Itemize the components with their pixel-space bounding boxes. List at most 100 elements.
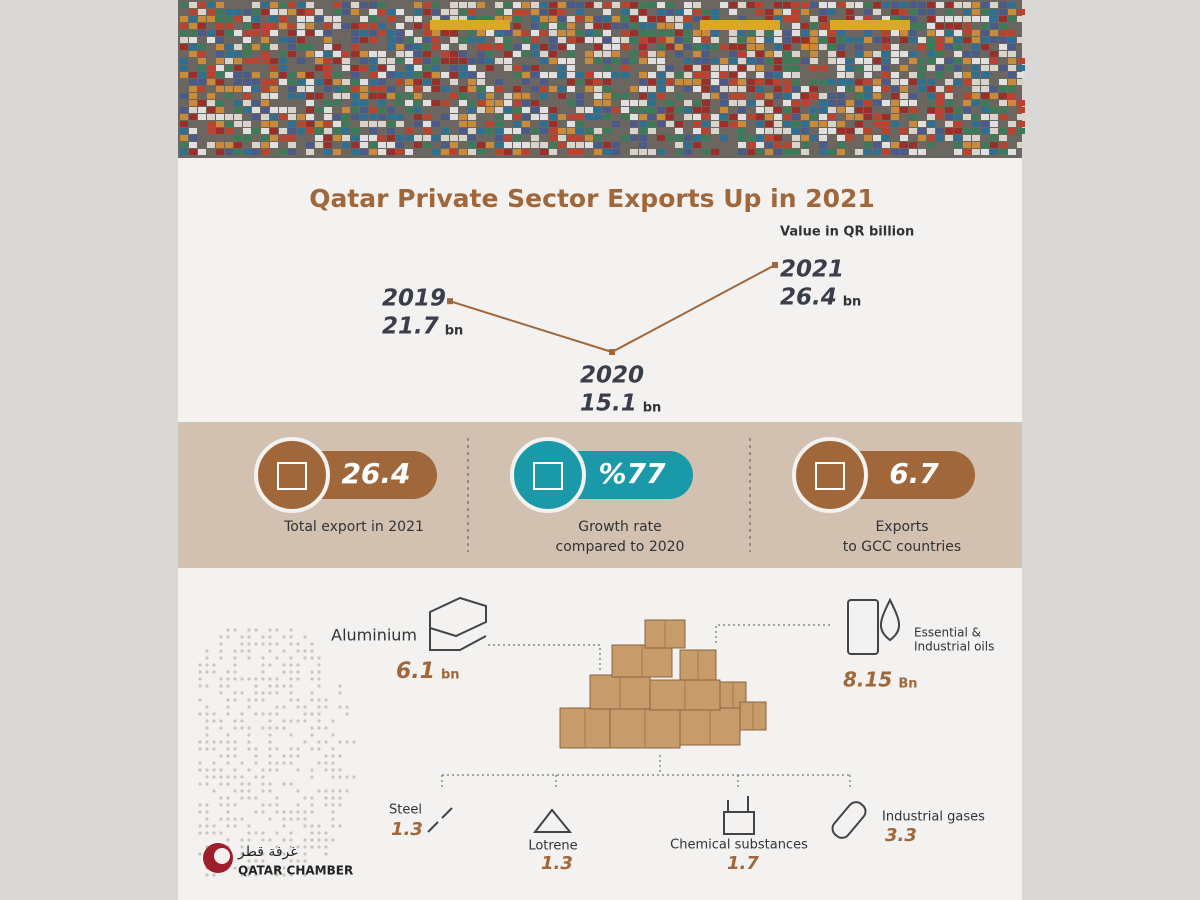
container xyxy=(288,86,296,92)
container xyxy=(351,44,359,50)
container xyxy=(963,37,971,43)
container xyxy=(342,107,350,113)
container xyxy=(837,128,845,134)
container xyxy=(180,72,188,78)
container xyxy=(504,100,512,106)
container xyxy=(189,142,197,148)
container xyxy=(432,149,440,155)
container xyxy=(666,2,674,8)
container xyxy=(198,30,206,36)
container xyxy=(801,135,809,141)
container xyxy=(720,2,728,8)
container xyxy=(612,72,620,78)
stat-value: 6.7 xyxy=(889,457,939,490)
map-dot xyxy=(268,838,272,842)
map-dot xyxy=(233,747,237,751)
container xyxy=(684,114,692,120)
connectors xyxy=(441,624,851,790)
map-dot xyxy=(317,677,321,681)
container xyxy=(792,16,800,22)
container xyxy=(225,93,233,99)
map-dot xyxy=(275,726,279,730)
container xyxy=(693,114,701,120)
container xyxy=(189,30,197,36)
container xyxy=(630,135,638,141)
map-dot xyxy=(296,859,300,863)
container xyxy=(954,58,962,64)
container xyxy=(261,142,269,148)
container xyxy=(630,114,638,120)
map-dot xyxy=(345,705,349,709)
container xyxy=(864,135,872,141)
container xyxy=(891,149,899,155)
map-dot xyxy=(198,670,202,674)
container xyxy=(270,121,278,127)
container xyxy=(738,100,746,106)
container xyxy=(837,65,845,71)
map-dot xyxy=(219,726,223,730)
container xyxy=(828,107,836,113)
container xyxy=(378,121,386,127)
map-dot xyxy=(240,838,244,842)
container xyxy=(576,37,584,43)
container xyxy=(828,51,836,57)
container xyxy=(225,142,233,148)
map-dot xyxy=(205,663,209,667)
container xyxy=(342,65,350,71)
container xyxy=(630,16,638,22)
container xyxy=(360,79,368,85)
map-dot xyxy=(268,803,272,807)
container xyxy=(207,9,215,15)
container xyxy=(567,128,575,134)
container xyxy=(486,121,494,127)
map-dot xyxy=(317,761,321,765)
container xyxy=(765,93,773,99)
map-dot xyxy=(198,831,202,835)
container xyxy=(765,135,773,141)
container xyxy=(369,135,377,141)
container xyxy=(900,107,908,113)
container xyxy=(738,128,746,134)
container xyxy=(936,23,944,29)
container xyxy=(387,121,395,127)
container xyxy=(981,93,989,99)
container xyxy=(207,107,215,113)
container xyxy=(837,149,845,155)
container xyxy=(486,93,494,99)
container xyxy=(675,149,683,155)
container xyxy=(306,114,314,120)
container xyxy=(279,135,287,141)
container xyxy=(909,30,917,36)
map-dot xyxy=(233,817,237,821)
container xyxy=(999,107,1007,113)
container xyxy=(513,114,521,120)
container xyxy=(909,114,917,120)
map-dot xyxy=(247,873,251,877)
container xyxy=(873,9,881,15)
container xyxy=(297,16,305,22)
container xyxy=(630,58,638,64)
map-dot xyxy=(331,817,335,821)
container xyxy=(450,37,458,43)
container xyxy=(360,30,368,36)
container xyxy=(783,128,791,134)
container xyxy=(909,16,917,22)
container xyxy=(198,9,206,15)
point xyxy=(447,298,453,305)
map-dot xyxy=(345,712,349,716)
container xyxy=(261,93,269,99)
map-dot xyxy=(212,831,216,835)
container xyxy=(540,142,548,148)
container xyxy=(999,114,1007,120)
container xyxy=(729,2,737,8)
container xyxy=(216,37,224,43)
map-dot xyxy=(205,670,209,674)
product-name: Aluminium xyxy=(331,626,417,645)
container xyxy=(936,30,944,36)
container xyxy=(945,44,953,50)
container xyxy=(540,121,548,127)
map-dot xyxy=(205,740,209,744)
container xyxy=(270,16,278,22)
container xyxy=(486,100,494,106)
container xyxy=(441,16,449,22)
